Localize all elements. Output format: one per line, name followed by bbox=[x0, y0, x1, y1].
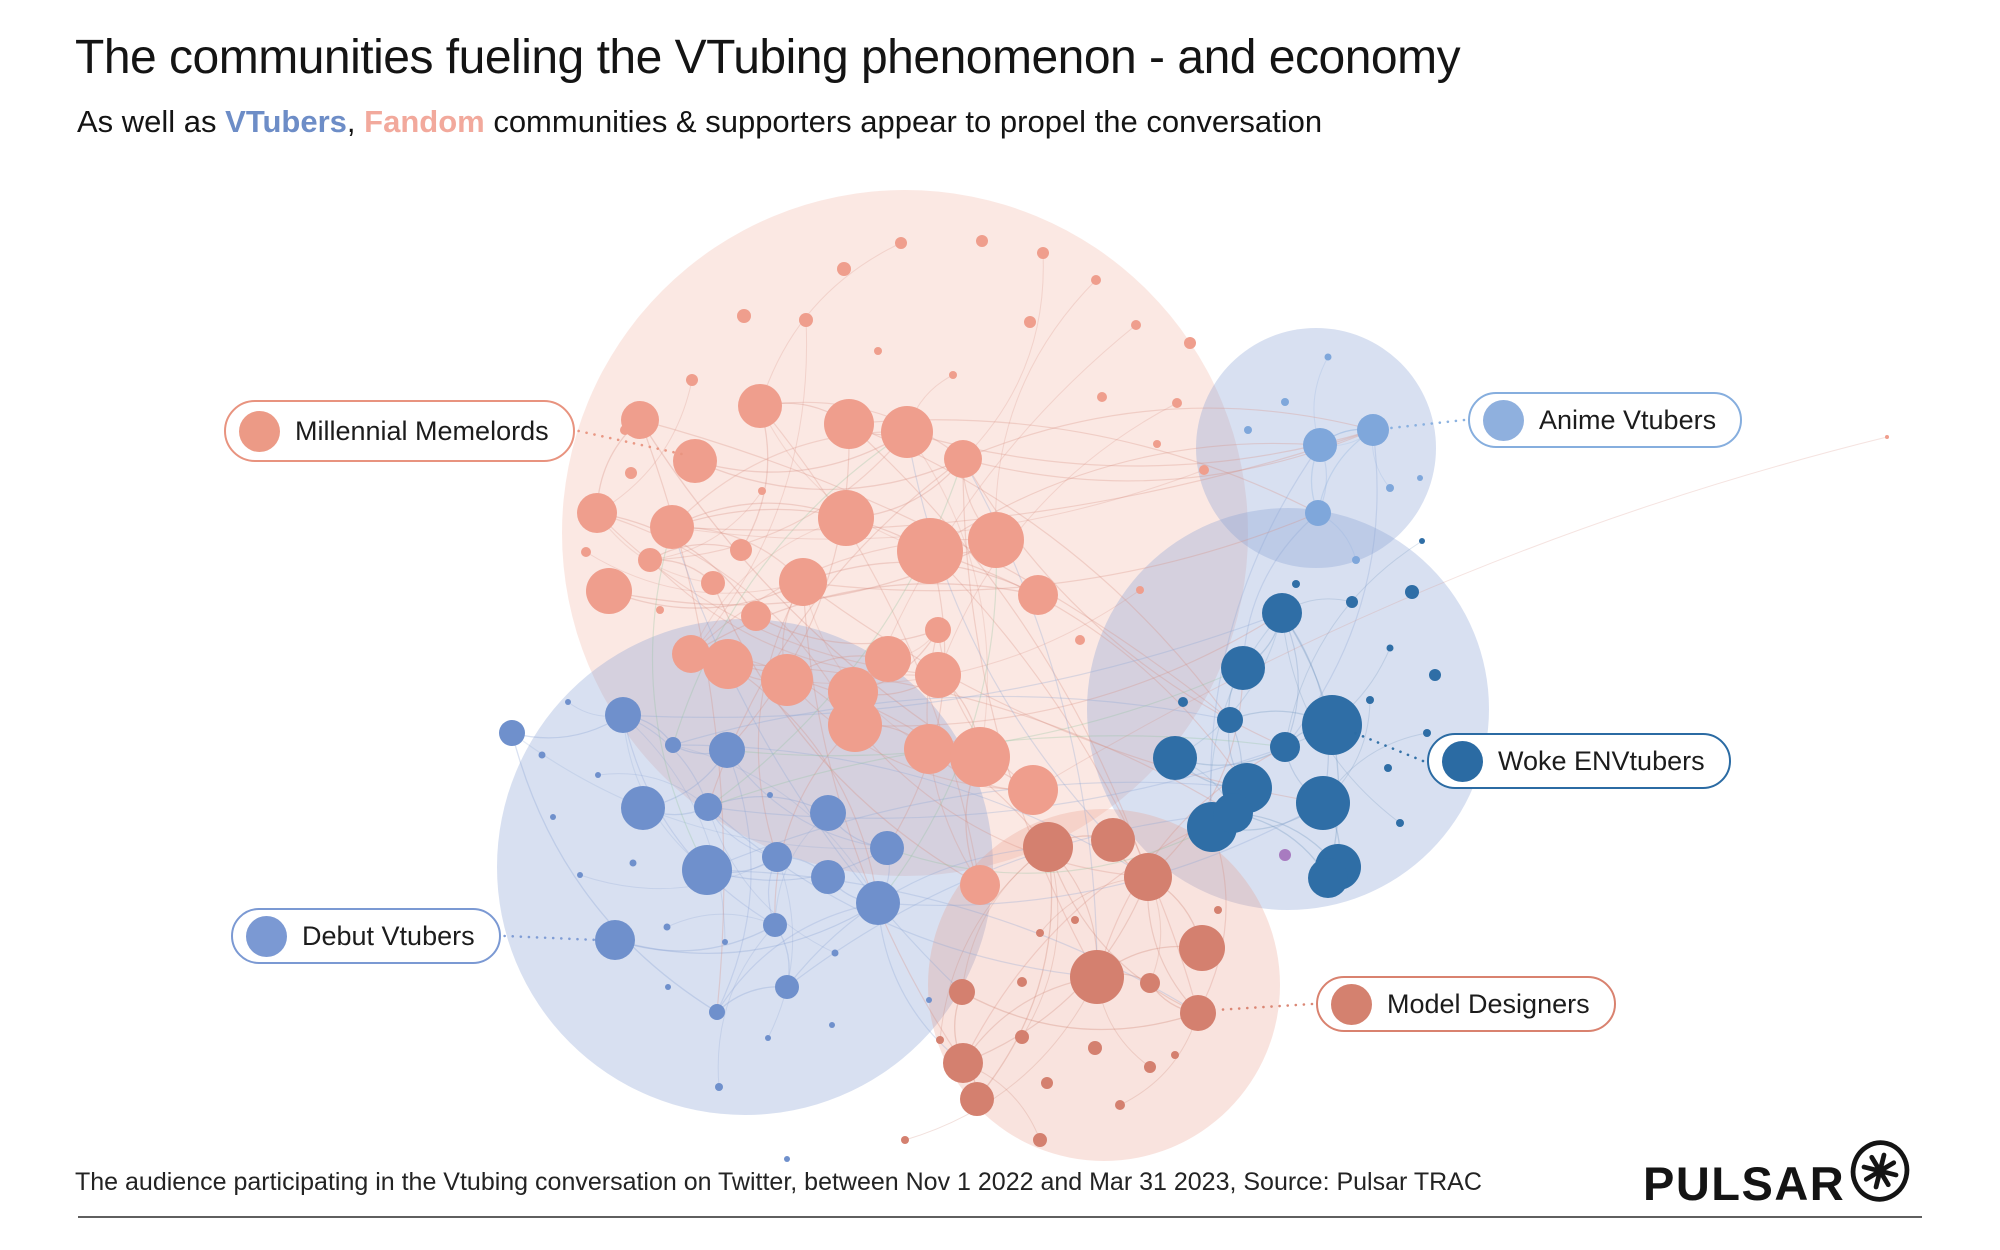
legend-dot-icon bbox=[1483, 399, 1524, 441]
source-caption: The audience participating in the Vtubin… bbox=[75, 1168, 1482, 1196]
cluster-label-text: Anime Vtubers bbox=[1539, 404, 1717, 435]
cluster-label-anime-vtubers: Anime Vtubers bbox=[1468, 392, 1743, 448]
legend-dot-icon bbox=[246, 915, 287, 957]
subtitle-text: communities & supporters appear to prope… bbox=[484, 104, 1323, 139]
legend-dot-icon bbox=[1331, 983, 1372, 1025]
subtitle-text: , bbox=[346, 104, 365, 139]
cluster-label-woke-envtubers: Woke ENVtubers bbox=[1427, 733, 1731, 789]
cluster-label-text: Model Designers bbox=[1387, 988, 1590, 1019]
subtitle-accent-vtubers: VTubers bbox=[225, 104, 347, 139]
cluster-label-model-designers: Model Designers bbox=[1316, 976, 1616, 1032]
pulsar-logo: PULSAR bbox=[1643, 1140, 1913, 1210]
cluster-label-debut-vtubers: Debut Vtubers bbox=[231, 908, 501, 964]
subtitle-accent-fandom: Fandom bbox=[364, 104, 485, 139]
cluster-label-text: Millennial Memelords bbox=[295, 415, 549, 446]
page-title: The communities fueling the VTubing phen… bbox=[75, 31, 1461, 84]
pulsar-wordmark: PULSAR bbox=[1643, 1157, 1846, 1210]
cluster-label-text: Woke ENVtubers bbox=[1498, 745, 1705, 776]
cluster-label-millennial-memelords: Millennial Memelords bbox=[224, 400, 575, 462]
asterisk-circle-icon bbox=[1850, 1140, 1910, 1202]
legend-dot-icon bbox=[239, 410, 280, 452]
subtitle-text: As well as bbox=[77, 104, 226, 139]
cluster-label-text: Debut Vtubers bbox=[302, 920, 475, 951]
page-subtitle: As well as VTubers, Fandom communities &… bbox=[77, 104, 1322, 140]
footer-divider-line bbox=[78, 1216, 1922, 1218]
legend-dot-icon bbox=[1442, 740, 1483, 782]
